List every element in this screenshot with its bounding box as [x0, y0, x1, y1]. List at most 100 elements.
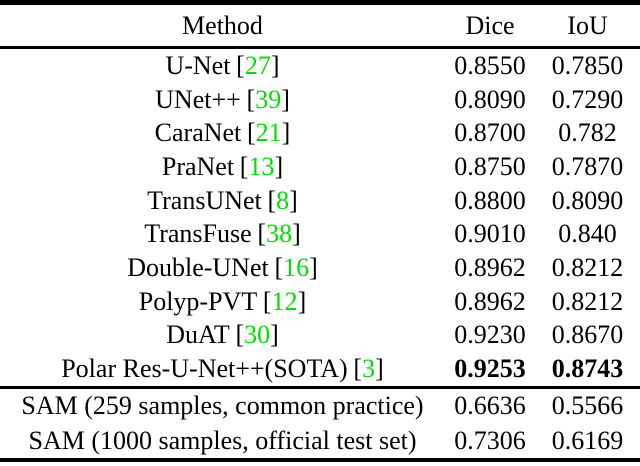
method-name: Polyp-PVT: [138, 286, 258, 316]
method-name: CaraNet: [154, 118, 242, 148]
table-sam-section: SAM (259 samples, common practice) 0.663…: [0, 389, 640, 458]
iou-value: 0.5566: [551, 391, 624, 421]
method-cell: TransUNet [8]: [0, 185, 445, 215]
citation-close-bracket: ]: [375, 354, 384, 384]
citation-ref[interactable]: [38]: [257, 219, 300, 248]
dice-value: 0.8700: [454, 118, 526, 148]
method-cell: SAM (259 samples, common practice): [0, 393, 445, 419]
citation-number[interactable]: 38: [266, 219, 293, 249]
citation-open-bracket: [: [353, 354, 363, 384]
method-name: DuAT: [166, 320, 230, 350]
citation-number[interactable]: 8: [276, 185, 290, 215]
table-row: TransFuse [38] 0.9010 0.840: [0, 217, 640, 251]
citation-close-bracket: ]: [281, 118, 291, 148]
method-name: TransUNet: [147, 185, 262, 215]
method-cell: PraNet [13]: [0, 151, 445, 181]
citation-ref[interactable]: [13]: [240, 152, 283, 181]
citation-open-bracket: [: [267, 185, 277, 215]
method-name: U-Net: [165, 50, 231, 80]
dice-value: 0.8550: [454, 50, 526, 80]
citation-close-bracket: ]: [274, 151, 284, 181]
iou-value: 0.782: [558, 118, 617, 148]
dice-value: 0.9253: [454, 354, 526, 384]
iou-value: 0.7850: [551, 50, 624, 80]
iou-value: 0.7870: [551, 151, 624, 181]
method-cell: CaraNet [21]: [0, 120, 445, 146]
table-row: U-Net [27] 0.8550 0.7850: [0, 49, 640, 83]
method-cell: Double-UNet [16]: [0, 252, 445, 282]
method-cell: TransFuse [38]: [0, 221, 445, 247]
iou-value: 0.8090: [551, 185, 624, 215]
method-name: Double-UNet: [127, 252, 269, 282]
method-name: TransFuse: [144, 219, 252, 249]
dice-value: 0.8962: [454, 252, 526, 282]
method-name: SAM (1000 samples, official test set): [28, 425, 417, 455]
citation-close-bracket: ]: [270, 50, 280, 80]
citation-number[interactable]: 3: [362, 354, 376, 384]
dice-value: 0.9010: [454, 219, 526, 249]
table-row: Double-UNet [16] 0.8962 0.8212: [0, 251, 640, 285]
citation-number[interactable]: 39: [255, 84, 282, 114]
citation-number[interactable]: 13: [248, 151, 275, 181]
citation-open-bracket: [: [274, 252, 284, 282]
citation-ref[interactable]: [30]: [235, 320, 278, 349]
method-name: PraNet: [161, 151, 235, 181]
citation-ref[interactable]: [8]: [267, 186, 297, 215]
iou-value: 0.7290: [551, 84, 624, 114]
dice-value: 0.6636: [454, 391, 526, 421]
citation-number[interactable]: 27: [244, 50, 271, 80]
citation-close-bracket: ]: [270, 320, 279, 350]
citation-number[interactable]: 12: [271, 286, 298, 316]
citation-open-bracket: [: [247, 118, 256, 148]
citation-number[interactable]: 30: [244, 320, 271, 350]
iou-value: 0.8212: [551, 252, 624, 282]
method-cell: U-Net [27]: [0, 50, 445, 80]
iou-value: 0.840: [558, 219, 617, 249]
method-cell: Polyp-PVT [12]: [0, 286, 445, 316]
citation-open-bracket: [: [246, 84, 256, 114]
citation-close-bracket: ]: [292, 219, 301, 249]
method-cell: SAM (1000 samples, official test set): [0, 425, 445, 455]
dice-value: 0.8962: [454, 286, 526, 316]
method-cell: UNet++ [39]: [0, 85, 445, 114]
table-top-rule: [0, 0, 640, 5]
citation-open-bracket: [: [262, 286, 272, 316]
citation-open-bracket: [: [235, 320, 245, 350]
dice-value: 0.9230: [454, 320, 526, 350]
table-row: CaraNet [21] 0.8700 0.782: [0, 116, 640, 150]
table-row: DuAT [30] 0.9230 0.8670: [0, 319, 640, 353]
citation-open-bracket: [: [239, 151, 249, 181]
citation-open-bracket: [: [236, 50, 245, 80]
citation-close-bracket: ]: [281, 84, 290, 114]
iou-value: 0.8670: [551, 320, 624, 350]
iou-value: 0.6169: [551, 425, 624, 455]
method-cell: DuAT [30]: [0, 322, 445, 348]
citation-close-bracket: ]: [309, 252, 318, 282]
method-cell: Polar Res-U-Net++(SOTA) [3]: [0, 356, 445, 382]
citation-close-bracket: ]: [297, 286, 307, 316]
citation-ref[interactable]: [39]: [247, 85, 290, 114]
citation-close-bracket: ]: [289, 185, 298, 215]
method-name: Polar Res-U-Net++(SOTA): [61, 354, 348, 384]
citation-number[interactable]: 21: [255, 118, 282, 148]
table-header-row: Method Dice IoU: [0, 5, 640, 46]
dice-value: 0.8800: [454, 185, 526, 215]
table-row: TransUNet [8] 0.8800 0.8090: [0, 184, 640, 218]
header-separator-rule: [0, 46, 640, 49]
dice-value: 0.8750: [454, 151, 526, 181]
citation-ref[interactable]: [3]: [353, 354, 383, 383]
citation-ref[interactable]: [21]: [247, 118, 290, 147]
header-iou: IoU: [567, 10, 608, 40]
citation-ref[interactable]: [27]: [236, 51, 279, 80]
citation-number[interactable]: 16: [283, 252, 310, 282]
citation-ref[interactable]: [12]: [263, 287, 306, 316]
dice-value: 0.7306: [454, 425, 526, 455]
citation-ref[interactable]: [16]: [274, 253, 317, 282]
header-method: Method: [182, 10, 263, 40]
sam-separator-rule: [0, 385, 640, 389]
table-row: PraNet [13] 0.8750 0.7870: [0, 150, 640, 184]
citation-open-bracket: [: [257, 219, 267, 249]
iou-value: 0.8743: [551, 354, 624, 384]
table-row: Polar Res-U-Net++(SOTA) [3] 0.9253 0.8743: [0, 352, 640, 386]
